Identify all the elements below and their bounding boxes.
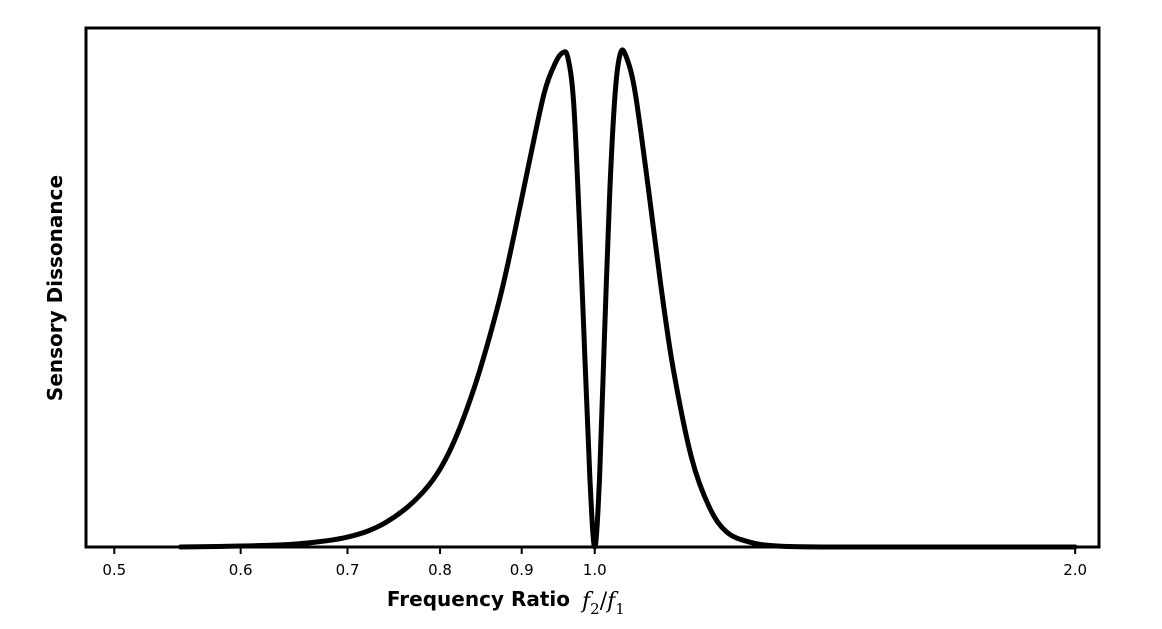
x-tick-label: 2.0 <box>1063 561 1087 579</box>
x-tick-label: 0.9 <box>510 561 534 579</box>
x-axis-title: Frequency Ratio <box>387 587 570 611</box>
x-tick-label: 1.0 <box>583 561 607 579</box>
y-axis-title: Sensory Dissonance <box>43 175 67 401</box>
x-tick-label: 0.5 <box>102 561 126 579</box>
x-tick-label: 0.7 <box>336 561 360 579</box>
plot-frame <box>84 26 1101 549</box>
x-axis-ticks: 0.5 0.6 0.7 0.8 0.9 1.0 2.0 <box>102 547 1087 579</box>
x-axis-math: f2/f1 <box>580 589 625 618</box>
x-tick-label: 0.6 <box>229 561 253 579</box>
x-tick-label: 0.8 <box>428 561 452 579</box>
dissonance-curve <box>177 47 1078 550</box>
